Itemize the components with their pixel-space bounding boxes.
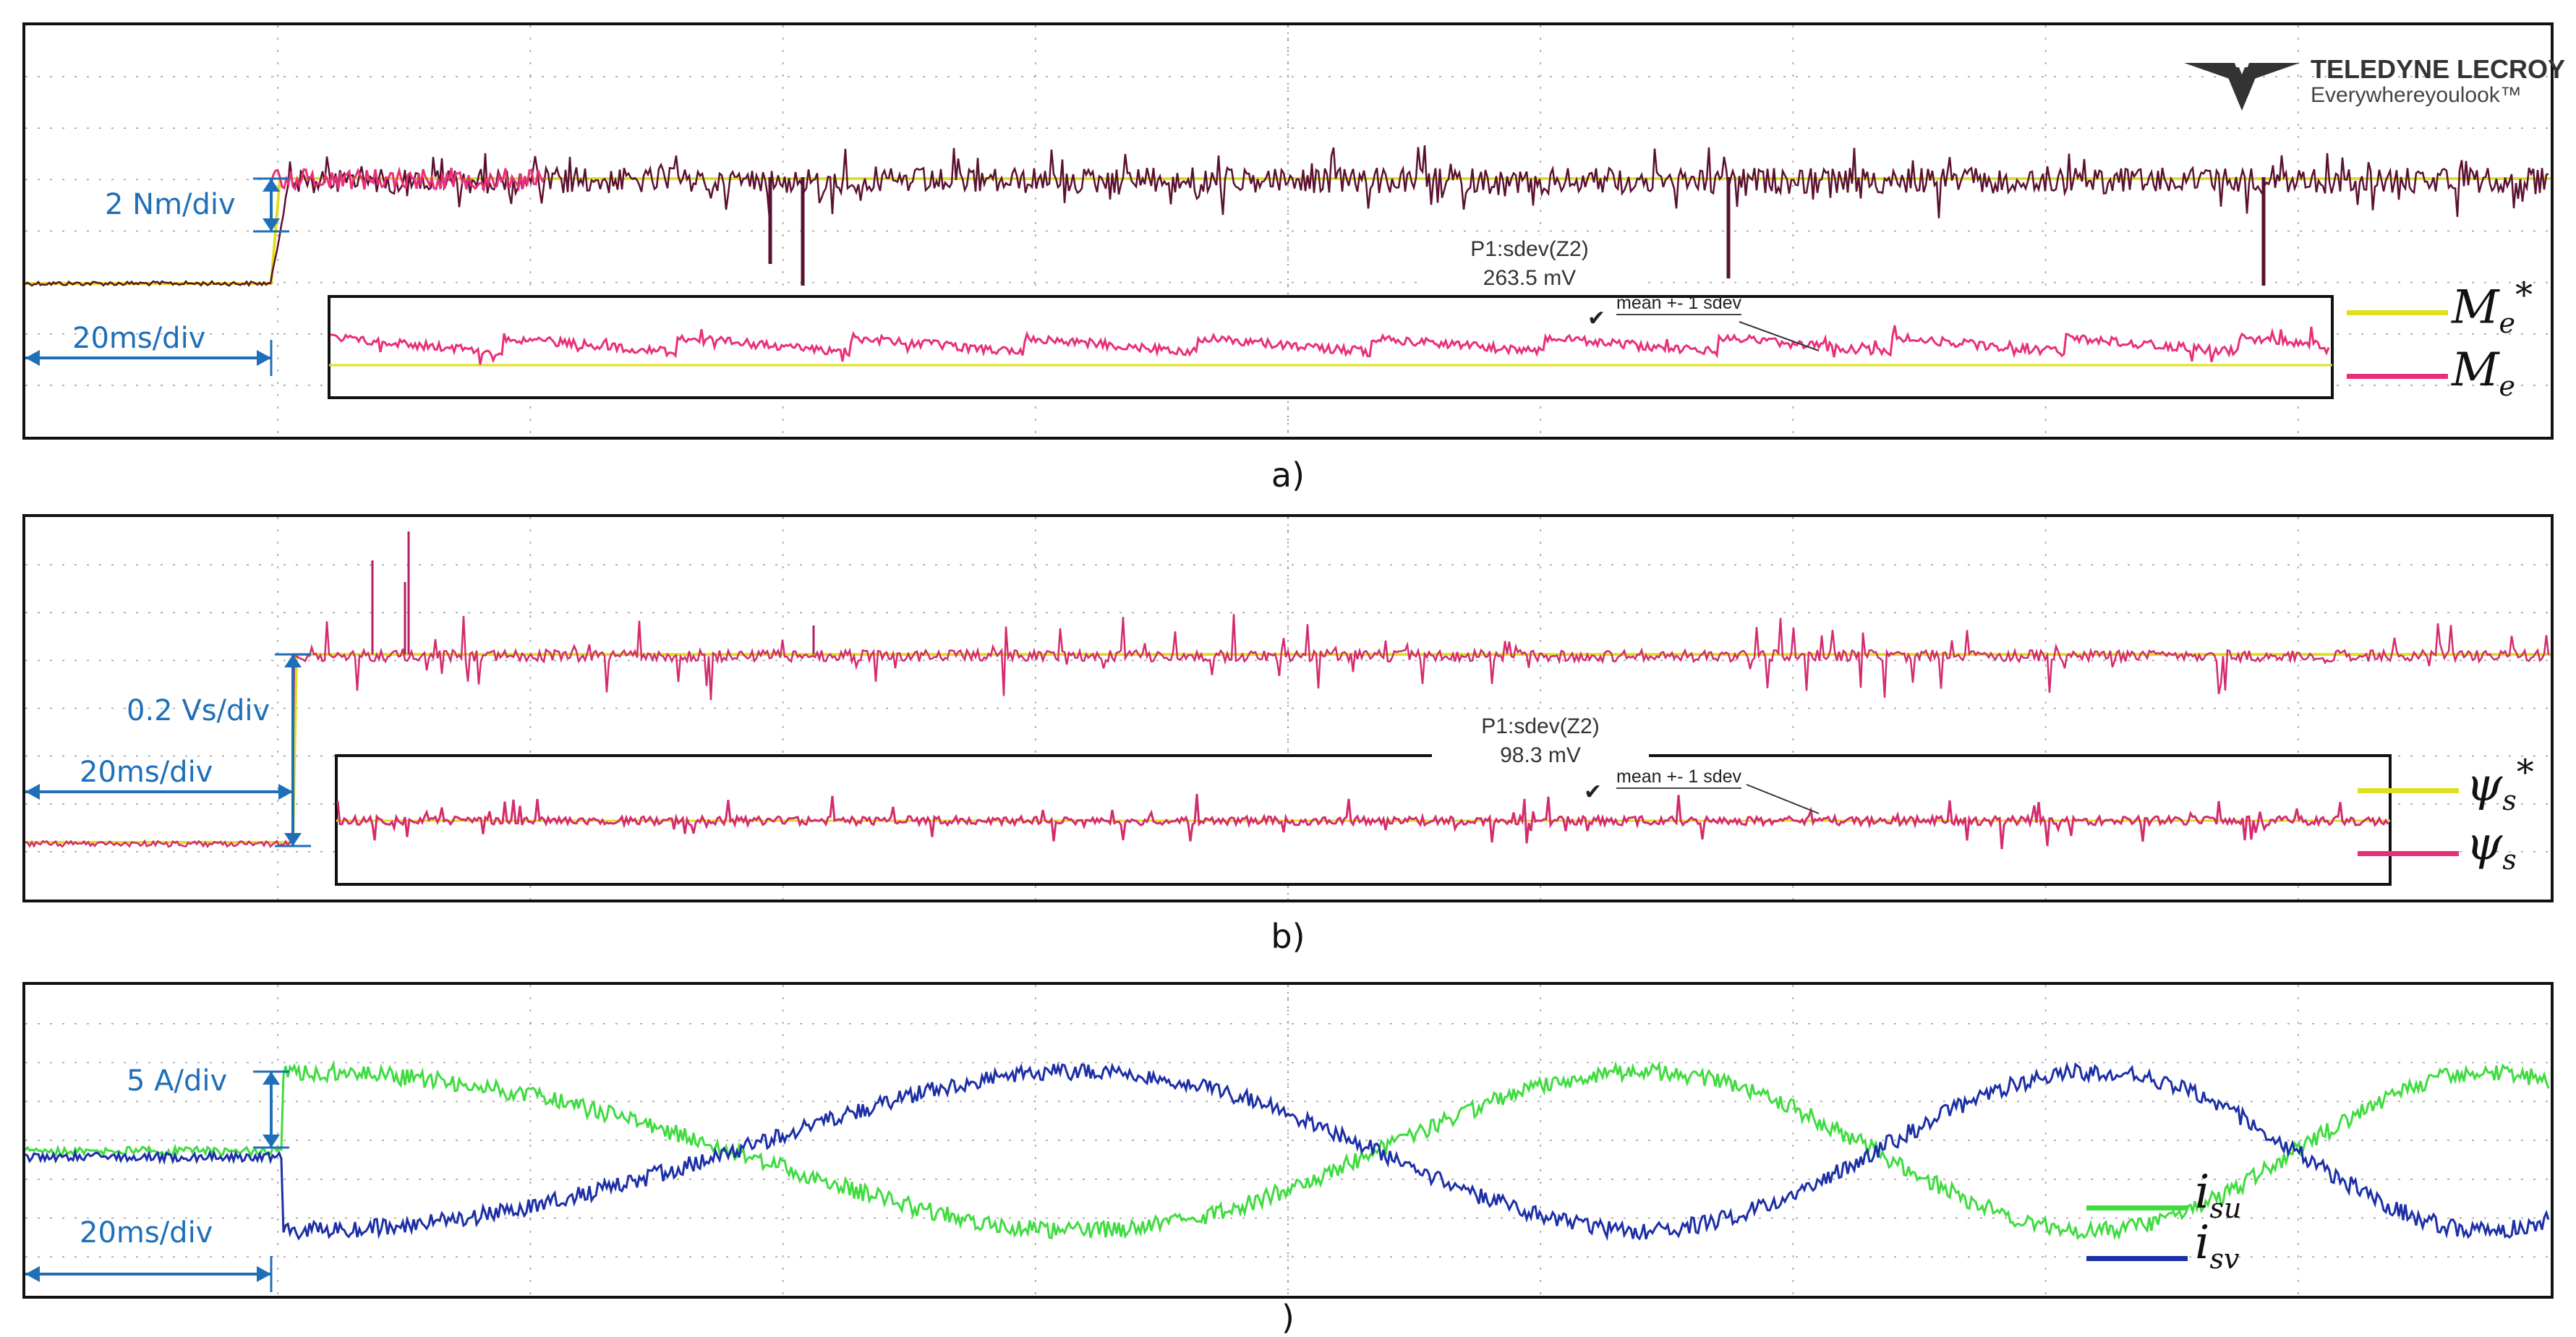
measurement-value: 98.3 mV (1432, 741, 1649, 770)
legend-isv: isv (2195, 1216, 2240, 1275)
caption-b: b) (1271, 917, 1305, 956)
arrow-head (278, 784, 293, 800)
arrow-head (263, 179, 280, 192)
mean-sdev-label: mean +- 1 sdev (1616, 293, 1742, 315)
currents-plot (25, 985, 2551, 1296)
amplitude-scale-label: 5 A/div (127, 1064, 228, 1098)
zoom-trace (336, 793, 2389, 850)
amplitude-scale-label: 0.2 Vs/div (127, 694, 270, 727)
scope-panel-torque: ✔ TELEDYNE LECROY Everywhereyoulook™ 2 N… (22, 22, 2565, 440)
mean-pointer (1739, 321, 1820, 351)
series-isv (25, 1062, 2550, 1242)
flux-plot: ✔ (25, 517, 2551, 900)
arrow-head (257, 1266, 271, 1282)
legend-torque-ref: Me* (2452, 275, 2533, 340)
measurement-name: P1:sdev(Z2) (1432, 712, 1649, 741)
legend-swatch-ref (2347, 310, 2448, 315)
legend-torque-meas: Me (2452, 343, 2516, 402)
series-torque-reference (25, 177, 2551, 285)
arrow-head (25, 784, 40, 800)
series-torque-measured-overlay (270, 166, 546, 194)
caption-c: ) (1281, 1298, 1295, 1337)
zoom-trace (330, 325, 2330, 365)
measurement-name: P1:sdev(Z2) (1421, 235, 1638, 264)
legend-swatch-meas (2358, 851, 2459, 856)
legend-swatch-meas (2347, 374, 2448, 379)
arrow-head (263, 218, 280, 231)
torque-plot: ✔ (25, 25, 2551, 437)
legend-isu: isu (2195, 1166, 2242, 1224)
arrow-head (25, 1266, 40, 1282)
caption-a: a) (1271, 456, 1305, 495)
series-flux-measured (25, 614, 2550, 849)
logo-tagline: Everywhereyoulook™ (2311, 83, 2522, 107)
measurement-value: 263.5 mV (1421, 264, 1638, 293)
checkmark-icon: ✔ (1587, 306, 1605, 331)
series-isu (25, 1060, 2550, 1241)
legend-swatch-isv (2086, 1256, 2188, 1261)
arrow-head (284, 833, 302, 846)
arrow-head (257, 350, 271, 366)
series-torque-measured (25, 145, 2549, 288)
arrow-head (284, 654, 302, 667)
mean-pointer (1746, 784, 1820, 814)
time-scale-label: 20ms/div (80, 1216, 213, 1250)
legend-flux-meas: ψs (2466, 817, 2517, 876)
checkmark-icon: ✔ (1584, 779, 1602, 805)
time-scale-label: 20ms/div (72, 322, 206, 355)
legend-swatch-isu (2086, 1205, 2188, 1210)
logo-name: TELEDYNE LECROY (2311, 54, 2566, 84)
arrow-head (263, 1135, 280, 1148)
mean-sdev-label: mean +- 1 sdev (1616, 766, 1742, 789)
legend-flux-ref: ψs* (2466, 752, 2534, 817)
zoom-box (328, 295, 2334, 399)
time-scale-label: 20ms/div (80, 756, 213, 789)
amplitude-scale-label: 2 Nm/div (105, 188, 236, 221)
legend-swatch-ref (2358, 788, 2459, 793)
scope-panel-currents: 5 A/div 20ms/div isu isv (22, 982, 2554, 1299)
arrow-head (25, 350, 40, 366)
scope-panel-flux: ✔ 0.2 Vs/div 20ms/div P1:sdev(Z2) 98.3 m… (22, 514, 2554, 902)
teledyne-logo-icon (2184, 60, 2300, 111)
arrow-head (263, 1072, 280, 1085)
